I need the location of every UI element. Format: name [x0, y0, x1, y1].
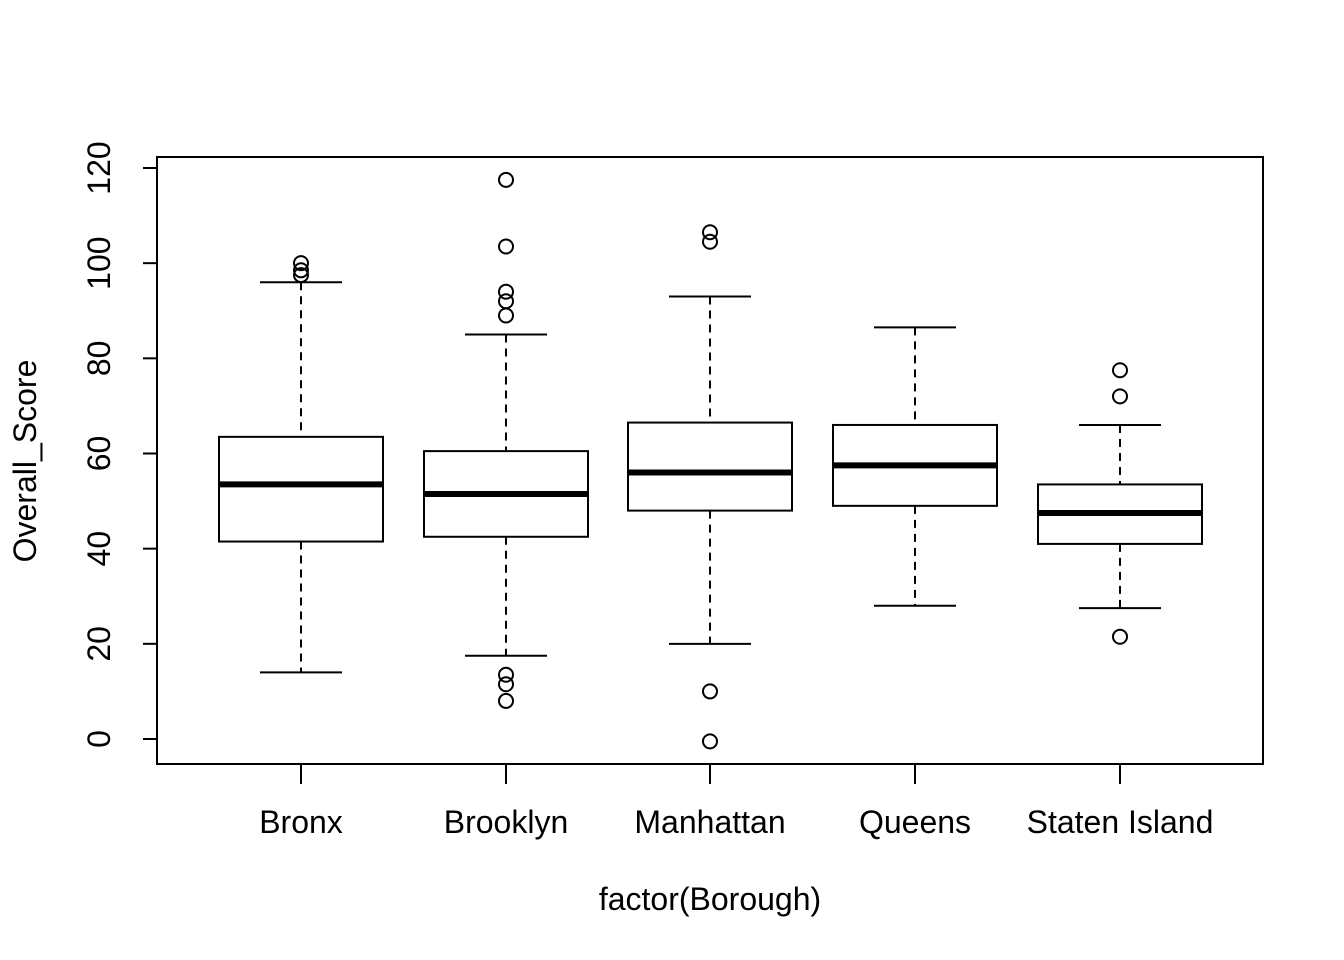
plot-area	[156, 156, 1264, 765]
y-tick-label: 80	[81, 341, 117, 377]
outlier-point	[702, 683, 718, 700]
outlier-point	[498, 293, 514, 310]
x-tick-label: Manhattan	[634, 804, 785, 840]
outlier-point	[702, 733, 718, 750]
outlier-point	[498, 171, 514, 188]
box-manhattan	[627, 224, 793, 750]
outlier-point	[498, 238, 514, 255]
outlier-point	[498, 666, 514, 683]
outlier-point	[293, 262, 309, 279]
x-axis: Bronx Brooklyn Manhattan Queens Staten Islan…	[259, 763, 1214, 840]
outlier-point	[498, 692, 514, 709]
outlier-point	[702, 233, 718, 250]
box-brooklyn	[423, 171, 589, 709]
outlier-point	[1112, 628, 1128, 645]
outlier-point	[293, 267, 309, 284]
x-axis-title: factor(Borough)	[599, 881, 821, 917]
y-axis: 0 20 40 60 80 100 120	[81, 141, 158, 748]
iqr-box	[627, 421, 793, 512]
x-tick-label: Brooklyn	[444, 804, 569, 840]
x-tick-label: Staten Island	[1027, 804, 1214, 840]
y-axis-title: Overall_Score	[7, 360, 43, 563]
y-tick-label: 20	[81, 626, 117, 662]
iqr-box	[218, 435, 384, 543]
outlier-point	[1112, 388, 1128, 405]
y-tick-label: 60	[81, 436, 117, 472]
outlier-point	[498, 283, 514, 300]
outlier-point	[498, 307, 514, 324]
y-tick-label: 120	[81, 141, 117, 194]
box-bronx	[218, 255, 384, 674]
box-staten-island	[1037, 362, 1203, 645]
outlier-point	[702, 224, 718, 241]
outlier-point	[1112, 362, 1128, 379]
y-tick-label: 100	[81, 236, 117, 289]
x-tick-label: Bronx	[259, 804, 343, 840]
x-tick-label: Queens	[859, 804, 971, 840]
y-tick-label: 0	[81, 730, 117, 748]
outlier-point	[293, 255, 309, 272]
y-tick-label: 40	[81, 531, 117, 567]
outlier-point	[498, 676, 514, 693]
box-queens	[832, 326, 998, 607]
